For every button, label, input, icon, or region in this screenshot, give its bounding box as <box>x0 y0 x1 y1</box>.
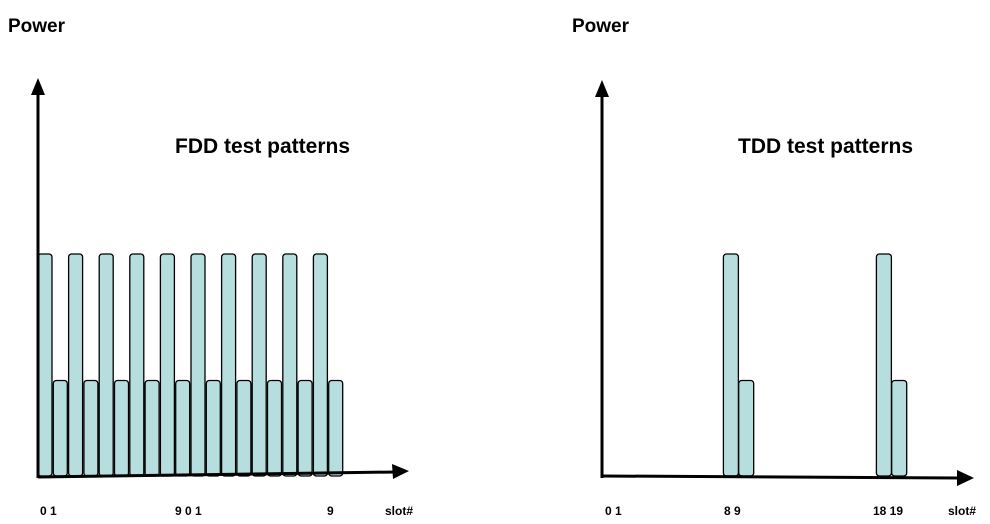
fdd-y-axis-label: Power <box>8 16 66 37</box>
fdd-bar-slot-17 <box>297 379 313 477</box>
fdd-bar-slot-1 <box>52 379 68 477</box>
fdd-bar-slot-15 <box>266 379 283 477</box>
fdd-bar-slot-4 <box>98 253 114 477</box>
tdd-x-axis-arrow-icon <box>957 470 974 486</box>
tdd-x-axis-label: slot# <box>948 504 976 518</box>
fdd-bar-slot-19 <box>328 379 344 477</box>
fdd-tick-label: 9 0 1 <box>175 504 202 518</box>
fdd-bar-slot-7 <box>144 379 160 477</box>
fdd-bar-slot-2 <box>67 253 84 477</box>
fdd-tick-label: 9 <box>327 504 334 518</box>
fdd-panel: Power FDD test patterns 0 1 9 0 1 9 slot… <box>8 16 413 518</box>
tdd-bar-slot-8 <box>722 253 740 477</box>
fdd-bar-slot-0 <box>37 253 53 477</box>
fdd-bar-slot-9 <box>175 379 191 477</box>
tdd-bar-slot-9 <box>738 379 755 477</box>
fdd-axes <box>31 78 409 479</box>
fdd-bar-slot-5 <box>113 379 130 477</box>
fdd-chart-title: FDD test patterns <box>175 135 350 158</box>
tdd-bar-slot-19 <box>891 379 908 477</box>
tdd-x-axis <box>601 474 960 480</box>
fdd-bar-slot-6 <box>129 253 145 477</box>
fdd-x-axis <box>37 470 396 479</box>
fdd-tick-label: 0 1 <box>40 504 57 518</box>
fdd-bar-slot-3 <box>83 379 99 477</box>
fdd-bar-slot-12 <box>220 253 237 477</box>
fdd-y-axis-arrow-icon <box>31 78 45 95</box>
fdd-x-axis-label: slot# <box>385 504 413 518</box>
tdd-tick-label: 8 9 <box>724 504 741 518</box>
fdd-bar-slot-11 <box>205 379 221 477</box>
fdd-bars <box>37 253 344 477</box>
tdd-axes <box>595 80 974 486</box>
tdd-y-axis-label: Power <box>572 16 630 37</box>
fdd-bar-slot-18 <box>312 253 329 477</box>
tdd-y-axis-arrow-icon <box>595 80 609 97</box>
fdd-bar-slot-10 <box>190 253 206 477</box>
tdd-tick-label: 18 19 <box>873 504 903 518</box>
fdd-bar-slot-16 <box>282 253 298 477</box>
fdd-bar-slot-13 <box>236 379 252 477</box>
fdd-x-axis-arrow-icon <box>392 464 409 479</box>
tdd-chart-title: TDD test patterns <box>738 135 913 158</box>
tdd-panel: Power TDD test patterns 0 1 8 9 18 19 sl… <box>572 16 976 518</box>
tdd-tick-label: 0 1 <box>605 504 622 518</box>
tdd-bar-slot-18 <box>875 253 893 477</box>
tdd-bars <box>722 253 908 477</box>
fdd-bar-slot-14 <box>251 253 267 477</box>
fdd-bar-slot-8 <box>159 253 176 477</box>
